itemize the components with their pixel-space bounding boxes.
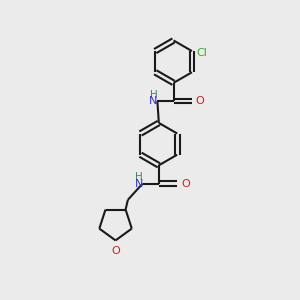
- Text: Cl: Cl: [196, 47, 207, 58]
- Text: O: O: [196, 96, 204, 106]
- Text: O: O: [111, 246, 120, 256]
- Text: H: H: [135, 172, 143, 182]
- Text: H: H: [150, 90, 158, 100]
- Text: N: N: [149, 96, 158, 106]
- Text: O: O: [181, 178, 190, 189]
- Text: N: N: [135, 178, 143, 189]
